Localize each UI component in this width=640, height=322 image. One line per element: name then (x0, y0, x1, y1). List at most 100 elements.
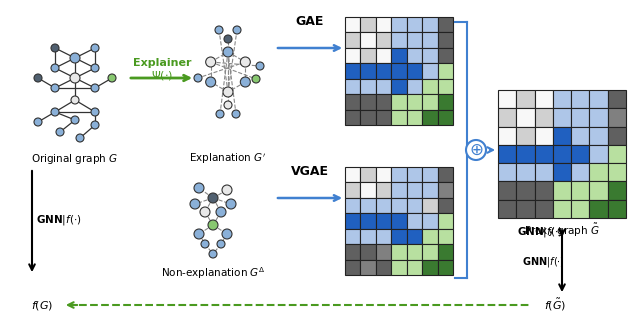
Circle shape (223, 47, 233, 57)
Bar (553, 181, 571, 200)
Bar (376, 167, 391, 183)
Text: $\Psi(\cdot)$: $\Psi(\cdot)$ (151, 69, 173, 82)
Circle shape (91, 64, 99, 72)
Bar (608, 145, 626, 163)
Bar (406, 183, 422, 198)
Circle shape (51, 64, 59, 72)
Bar (608, 127, 626, 145)
Text: $\oplus$: $\oplus$ (468, 141, 483, 159)
Circle shape (224, 35, 232, 43)
Bar (571, 108, 589, 127)
Bar (391, 244, 406, 260)
Bar (438, 109, 453, 125)
Circle shape (108, 74, 116, 82)
Text: VGAE: VGAE (291, 165, 329, 178)
Bar (422, 260, 438, 275)
Bar (589, 163, 608, 181)
Circle shape (91, 44, 99, 52)
Bar (345, 63, 360, 79)
Bar (498, 163, 516, 181)
Bar (438, 183, 453, 198)
Bar (553, 163, 571, 181)
Bar (516, 145, 534, 163)
Bar (571, 90, 589, 108)
Bar (360, 213, 376, 229)
Bar (422, 198, 438, 213)
Bar (498, 145, 516, 163)
Bar (391, 17, 406, 33)
Bar (345, 33, 360, 48)
Bar (360, 109, 376, 125)
Bar (360, 183, 376, 198)
Bar (608, 108, 626, 127)
Bar (498, 200, 516, 218)
Bar (438, 63, 453, 79)
Bar (422, 229, 438, 244)
Bar (391, 229, 406, 244)
Bar (534, 145, 553, 163)
Circle shape (216, 207, 226, 217)
Circle shape (200, 207, 210, 217)
Bar (438, 198, 453, 213)
Bar (360, 198, 376, 213)
Circle shape (51, 44, 59, 52)
Bar (534, 90, 553, 108)
Bar (360, 79, 376, 94)
Circle shape (194, 229, 204, 239)
Text: Non-explanation $G^{\Delta}$: Non-explanation $G^{\Delta}$ (161, 265, 266, 281)
Bar (516, 163, 534, 181)
Bar (498, 108, 516, 127)
Circle shape (232, 110, 240, 118)
Text: $\mathbf{GNN}$|$f(\cdot)$: $\mathbf{GNN}$|$f(\cdot)$ (36, 213, 81, 227)
Bar (438, 260, 453, 275)
Bar (406, 33, 422, 48)
Circle shape (205, 77, 216, 87)
Bar (534, 108, 553, 127)
Bar (534, 181, 553, 200)
Bar (360, 260, 376, 275)
Bar (534, 200, 553, 218)
Bar (498, 181, 516, 200)
Bar (406, 244, 422, 260)
Bar (422, 244, 438, 260)
Circle shape (34, 118, 42, 126)
Text: Proxy graph $\tilde{G}$: Proxy graph $\tilde{G}$ (524, 222, 600, 239)
Text: $f(G)$: $f(G)$ (31, 298, 53, 311)
Bar (391, 48, 406, 63)
Bar (516, 90, 534, 108)
Circle shape (241, 57, 250, 67)
Bar (391, 198, 406, 213)
Bar (422, 33, 438, 48)
Bar (438, 213, 453, 229)
Bar (376, 213, 391, 229)
Bar (391, 33, 406, 48)
Bar (498, 90, 516, 108)
Text: Explanation $G'$: Explanation $G'$ (189, 152, 267, 166)
Bar (498, 127, 516, 145)
Bar (391, 94, 406, 109)
Bar (571, 181, 589, 200)
Bar (516, 108, 534, 127)
Bar (438, 229, 453, 244)
Bar (571, 145, 589, 163)
Bar (360, 167, 376, 183)
Circle shape (91, 108, 99, 116)
Bar (438, 167, 453, 183)
Bar (534, 127, 553, 145)
Bar (422, 79, 438, 94)
Bar (553, 145, 571, 163)
Bar (376, 183, 391, 198)
Circle shape (241, 77, 250, 87)
Circle shape (70, 53, 80, 63)
Bar (345, 183, 360, 198)
Bar (376, 229, 391, 244)
Bar (345, 17, 360, 33)
Bar (376, 94, 391, 109)
Bar (608, 163, 626, 181)
Circle shape (224, 101, 232, 109)
Bar (376, 244, 391, 260)
Circle shape (70, 73, 80, 83)
Circle shape (201, 240, 209, 248)
Bar (345, 94, 360, 109)
Bar (360, 229, 376, 244)
